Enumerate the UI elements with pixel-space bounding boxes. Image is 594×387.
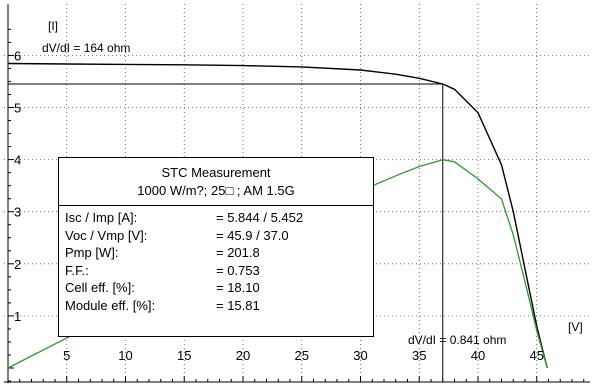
y-tick-label: 1 [14, 309, 21, 324]
stc-row-fill-factor: F.F.: = 0.753 [59, 262, 373, 280]
x-tick-label: 35 [412, 348, 426, 363]
stc-row-label: F.F.: [65, 262, 89, 278]
stc-row-value: = 201.8 [216, 245, 260, 261]
stc-row-label: Pmp [W]: [65, 245, 119, 261]
stc-row-module-eff: Module eff. [%]: = 15.81 [59, 297, 373, 315]
stc-box-title: STC Measurement [161, 165, 271, 180]
stc-row-label: Module eff. [%]: [65, 297, 156, 313]
dvdi-isc-annotation: dV/dI = 164 ohm [42, 41, 130, 55]
y-tick-label: 3 [14, 205, 21, 220]
stc-box-header: STC Measurement 1000 W/m?; 25□ ; AM 1.5G [59, 158, 373, 206]
y-tick-label: 2 [14, 257, 21, 272]
x-tick-label: 40 [471, 348, 485, 363]
axes [4, 4, 590, 383]
x-tick-label: 10 [118, 348, 132, 363]
stc-row-isc-imp: Isc / Imp [A]: = 5.844 / 5.452 [59, 209, 373, 227]
x-tick-label: 15 [177, 348, 191, 363]
stc-row-pmp: Pmp [W]: = 201.8 [59, 244, 373, 262]
x-axis-label: [V] [568, 320, 583, 334]
stc-measurement-box: STC Measurement 1000 W/m?; 25□ ; AM 1.5G… [58, 157, 374, 337]
stc-row-cell-eff: Cell eff. [%]: = 18.10 [59, 279, 373, 297]
x-tick-label: 30 [353, 348, 367, 363]
stc-row-value: = 0.753 [216, 262, 260, 278]
y-axis-label: [I] [48, 19, 58, 33]
dvdi-voc-annotation: dV/dI = 0.841 ohm [408, 333, 506, 347]
stc-box-conditions: 1000 W/m?; 25□ ; AM 1.5G [137, 183, 295, 198]
x-tick-label: 25 [295, 348, 309, 363]
x-tick-label: 20 [236, 348, 250, 363]
stc-box-rows: Isc / Imp [A]: = 5.844 / 5.452 Voc / Vmp… [59, 206, 373, 315]
iv-curve-line [7, 62, 548, 369]
stc-row-voc-vmp: Voc / Vmp [V]: = 45.9 / 37.0 [59, 227, 373, 245]
y-tick-label: 5 [14, 101, 21, 116]
stc-row-label: Cell eff. [%]: [65, 280, 135, 296]
x-tick-label: 45 [530, 348, 544, 363]
x-tick-label: 5 [63, 348, 70, 363]
stc-row-value: = 45.9 / 37.0 [216, 227, 289, 243]
stc-row-value: = 15.81 [216, 297, 260, 313]
stc-row-value: = 5.844 / 5.452 [216, 210, 304, 225]
stc-row-label: Isc / Imp [A]: [65, 210, 138, 225]
y-tick-label: 6 [14, 48, 21, 63]
stc-row-value: = 18.10 [216, 280, 260, 296]
grid [4, 4, 590, 383]
stc-row-label: Voc / Vmp [V]: [65, 227, 148, 243]
y-tick-label: 4 [14, 153, 21, 168]
